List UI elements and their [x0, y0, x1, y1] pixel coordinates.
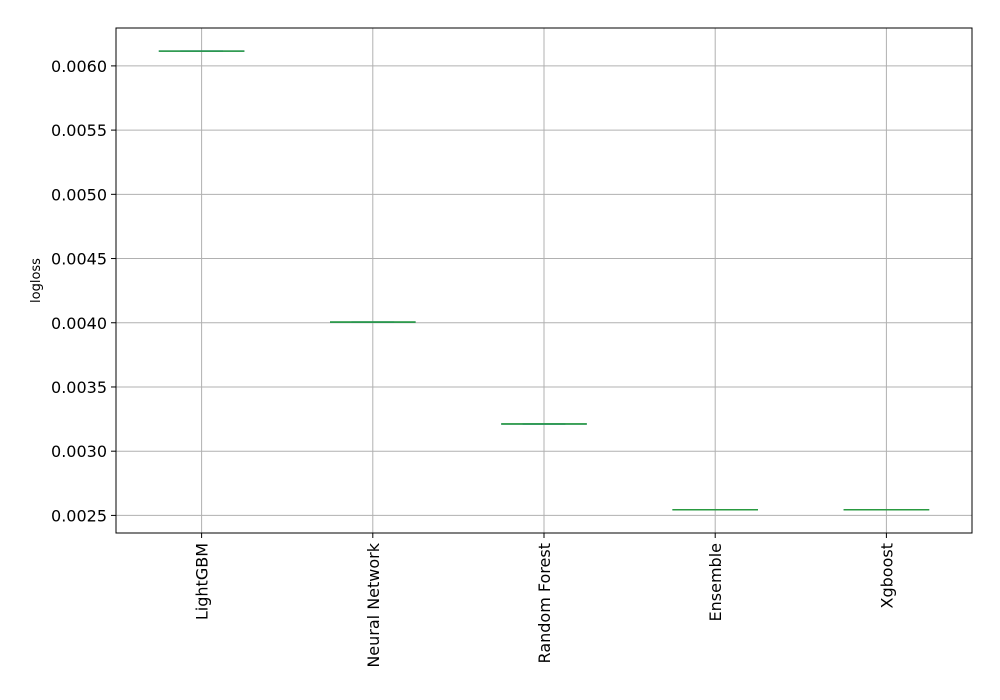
y-tick-label: 0.0025	[51, 506, 107, 525]
x-tick-label: Ensemble	[706, 543, 725, 621]
x-tick-label: LightGBM	[193, 543, 212, 620]
y-tick-label: 0.0045	[51, 250, 107, 269]
x-axis-ticks: LightGBM Neural Network Random Forest Ensem…	[193, 533, 896, 668]
x-tick-label: Random Forest	[535, 543, 554, 663]
y-tick-label: 0.0030	[51, 442, 107, 461]
y-tick-label: 0.0035	[51, 378, 107, 397]
box-plot-series	[158, 50, 930, 511]
y-tick-label: 0.0060	[51, 57, 107, 76]
y-gridlines	[116, 65, 972, 516]
y-axis-ticks: 0.0025 0.0030 0.0035 0.0040 0.0045 0.0050 0.00…	[51, 57, 116, 525]
x-gridlines	[201, 28, 887, 533]
y-tick-label: 0.0040	[51, 314, 107, 333]
y-axis-title: logloss	[29, 258, 44, 303]
y-tick-label: 0.0055	[51, 121, 107, 140]
x-tick-label: Xgboost	[877, 543, 896, 608]
y-tick-label: 0.0050	[51, 185, 107, 204]
x-tick-label: Neural Network	[364, 542, 383, 667]
